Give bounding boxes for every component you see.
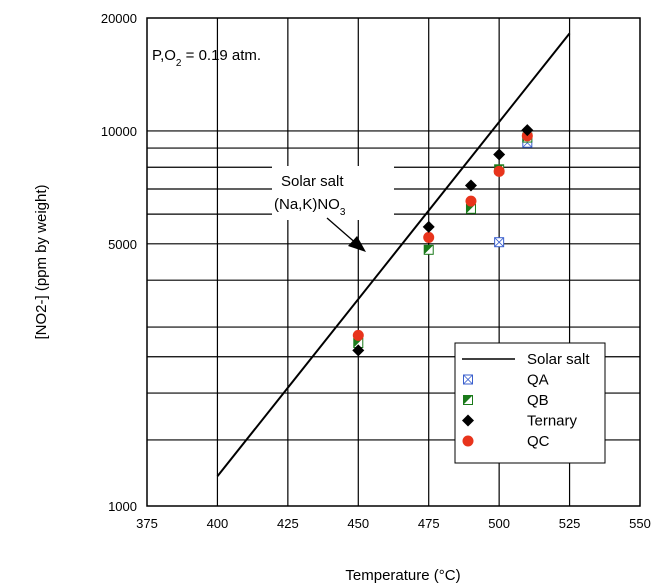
diamond-shape [422, 220, 435, 233]
diamond-shape [521, 124, 534, 137]
crossed-square-diagonal [494, 237, 504, 247]
circle-shape [493, 165, 505, 177]
legend-box [454, 342, 606, 464]
arrow-label-line2-main: (Na,K)NO [274, 196, 340, 213]
x-tick-label: 400 [207, 516, 229, 531]
circle-shape [352, 329, 364, 341]
circle-shape [423, 231, 435, 243]
y-tick-label: 20000 [101, 11, 137, 26]
pressure-main: P,O [152, 47, 176, 64]
y-tick-label: 5000 [108, 237, 137, 252]
series-line-solar-salt [216, 32, 571, 477]
legend: Solar salt QA QB Ternary QC [454, 342, 606, 464]
data-point-qc [352, 329, 364, 341]
half-square-fill [424, 245, 434, 255]
y-axis-label: [NO2-] (ppm by weight) [33, 184, 50, 339]
legend-marker-qb [463, 395, 473, 405]
y-tick-label: 10000 [101, 124, 137, 139]
legend-label-qc: QC [527, 433, 550, 450]
legend-marker-qa [463, 374, 473, 385]
annotation-arrow-shaft [326, 217, 359, 246]
x-axis-label: Temperature (°C) [345, 567, 460, 584]
x-tick-label: 375 [136, 516, 158, 531]
x-tick-label: 425 [277, 516, 299, 531]
legend-label-qa: QA [527, 372, 549, 389]
diamond-shape [464, 179, 477, 192]
diamond-shape [493, 148, 506, 161]
plot-frame [146, 17, 641, 507]
pressure-annotation: P,O2 = 0.19 atm. [152, 47, 261, 69]
circle-shape [462, 435, 474, 447]
legend-label-solar-salt: Solar salt [527, 351, 590, 368]
diamond-shape [462, 414, 474, 427]
data-point-qa [494, 237, 505, 248]
annotation-arrow-head [348, 236, 366, 252]
crossed-square-diagonal [463, 374, 473, 385]
data-point-qb [423, 244, 434, 255]
legend-marker-qc [462, 435, 474, 447]
series-layer [216, 32, 571, 477]
data-point-ternary [352, 344, 365, 357]
arrow-label-line2-subscript: 3 [340, 207, 346, 218]
half-square-fill [353, 338, 363, 348]
diamond-shape [352, 344, 365, 357]
data-point-ternary [422, 220, 435, 233]
legend-label-qb: QB [527, 392, 549, 409]
data-point-ternary [464, 179, 477, 192]
half-square-fill [463, 395, 473, 405]
y-tick-label: 1000 [108, 499, 137, 514]
circle-shape [465, 195, 477, 207]
tick-labels: 375 400 425 450 475 500 525 550 1000 5000 10000 200… [101, 11, 651, 531]
x-tick-label: 525 [559, 516, 581, 531]
x-tick-label: 550 [629, 516, 651, 531]
data-point-ternary [521, 124, 534, 137]
legend-label-ternary: Ternary [527, 413, 578, 430]
arrow-label-line1: Solar salt [281, 173, 344, 190]
arrow-label-background [272, 166, 394, 220]
x-tick-label: 450 [347, 516, 369, 531]
data-point-ternary [493, 148, 506, 161]
data-point-qc [493, 165, 505, 177]
x-tick-label: 500 [488, 516, 510, 531]
pressure-subscript: 2 [176, 58, 182, 69]
data-point-qc [423, 231, 435, 243]
half-square-fill [466, 204, 476, 214]
arrow-label-line2: (Na,K)NO3 [274, 196, 346, 218]
data-point-qc [465, 195, 477, 207]
legend-marker-ternary [462, 414, 474, 427]
x-tick-label: 475 [418, 516, 440, 531]
pressure-tail: = 0.19 atm. [181, 47, 261, 64]
